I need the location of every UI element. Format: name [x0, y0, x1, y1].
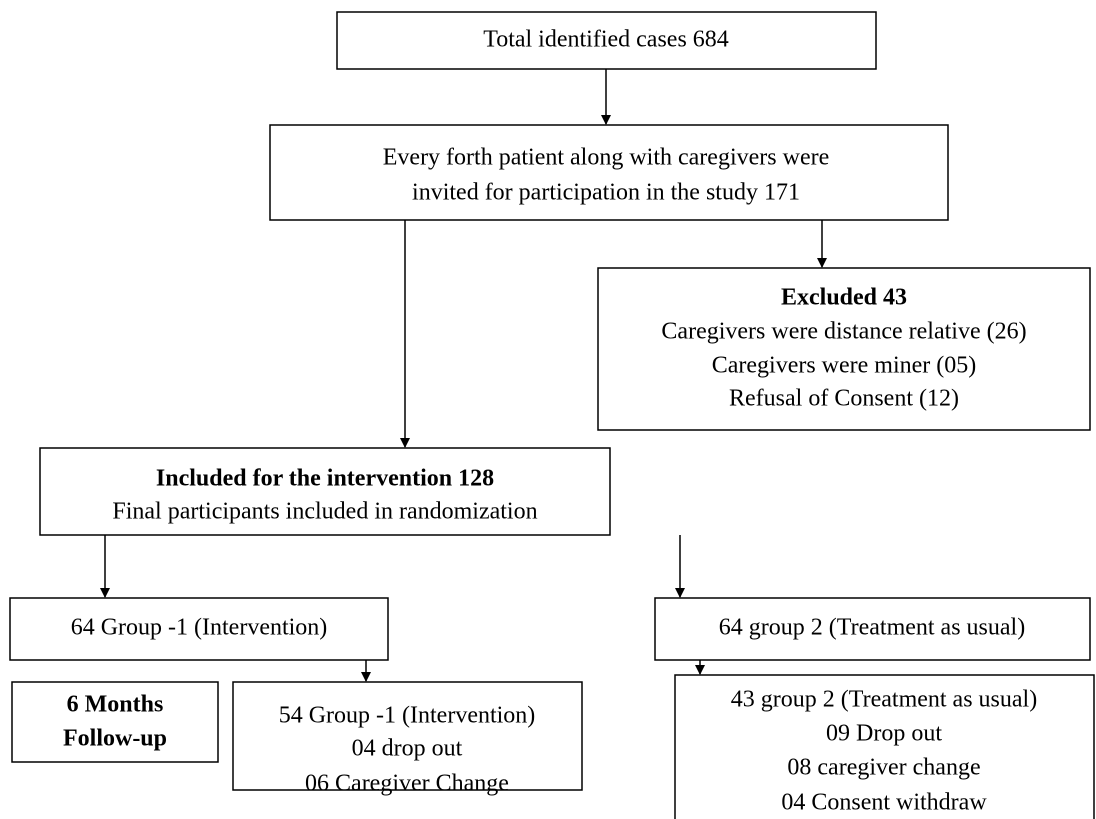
- box: [39, 447, 611, 536]
- box: [232, 681, 583, 791]
- box: [269, 124, 949, 221]
- node-title: Excluded 43: [781, 285, 907, 311]
- node-text: Caregivers were distance relative (26): [661, 319, 1026, 345]
- node-text: invited for participation in the study 1…: [412, 180, 800, 206]
- node-title: Included for the intervention 128: [156, 466, 494, 492]
- node-title: 6 Months: [67, 692, 164, 718]
- box: [9, 597, 389, 661]
- node-text: 54 Group -1 (Intervention): [279, 703, 536, 729]
- node-text: Refusal of Consent (12): [729, 386, 959, 412]
- node-text: 06 Caregiver Change: [305, 771, 509, 797]
- node-text: 08 caregiver change: [787, 755, 980, 781]
- box: [11, 681, 219, 763]
- connectors: [100, 69, 827, 682]
- node-text: Caregivers were miner (05): [712, 353, 977, 379]
- box: [674, 674, 1095, 819]
- box: [654, 597, 1091, 661]
- node-text: 64 Group -1 (Intervention): [71, 615, 328, 641]
- node-text: 43 group 2 (Treatment as usual): [731, 687, 1037, 713]
- node-text: Final participants included in randomiza…: [112, 499, 537, 525]
- node-text: Total identified cases 684: [483, 27, 729, 53]
- node-text: 09 Drop out: [826, 721, 942, 747]
- box: [336, 11, 877, 70]
- node-text: 04 Consent withdraw: [781, 790, 987, 816]
- node-text: 04 drop out: [352, 736, 463, 762]
- node-title: Follow-up: [63, 726, 167, 752]
- node-text: 64 group 2 (Treatment as usual): [719, 615, 1025, 641]
- box: [597, 267, 1091, 431]
- node-text: Every forth patient along with caregiver…: [383, 145, 829, 171]
